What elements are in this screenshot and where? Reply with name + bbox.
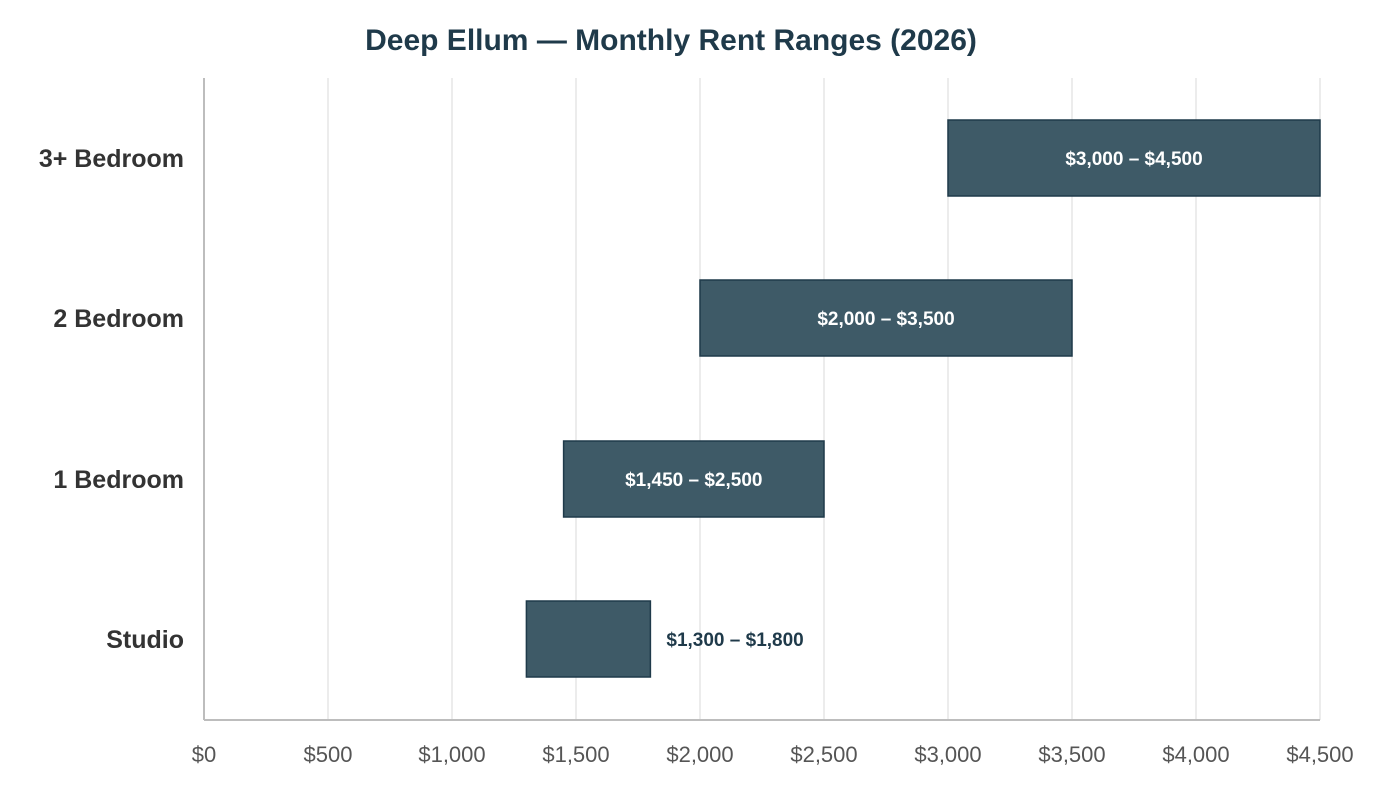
bars — [525, 119, 1321, 678]
range-bar — [947, 119, 1321, 197]
category-label: 1 Bedroom — [53, 466, 184, 494]
x-tick-label: $500 — [304, 742, 353, 767]
x-tick-label: $4,500 — [1286, 742, 1353, 767]
axes — [203, 78, 1320, 721]
x-tick-label: $3,000 — [914, 742, 981, 767]
bar-value-label: $3,000 – $4,500 — [1065, 149, 1202, 170]
x-tick-label: $2,500 — [790, 742, 857, 767]
x-tick-label: $3,500 — [1038, 742, 1105, 767]
bar-value-label: $2,000 – $3,500 — [817, 309, 954, 330]
category-label: Studio — [106, 626, 184, 654]
category-label: 2 Bedroom — [53, 305, 184, 333]
category-label: 3+ Bedroom — [39, 145, 184, 173]
bar-value-label: $1,300 – $1,800 — [666, 630, 803, 651]
chart-title: Deep Ellum — Monthly Rent Ranges (2026) — [365, 24, 977, 57]
x-tick-label: $0 — [192, 742, 216, 767]
labels: $0 $500 $1,000 $1,500 $2,000 $2,500 $3,000 $3,5… — [39, 145, 1354, 767]
range-bar — [699, 279, 1073, 357]
x-tick-label: $1,000 — [418, 742, 485, 767]
x-tick-label: $4,000 — [1162, 742, 1229, 767]
range-bar — [562, 440, 825, 518]
x-tick-label: $2,000 — [666, 742, 733, 767]
range-bar — [525, 600, 652, 678]
x-tick-label: $1,500 — [542, 742, 609, 767]
bar-value-label: $1,450 – $2,500 — [625, 470, 762, 491]
